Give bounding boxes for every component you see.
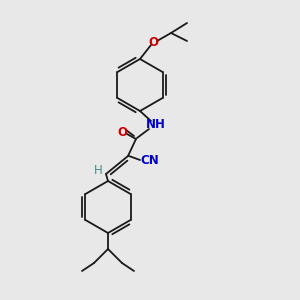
Text: NH: NH xyxy=(146,118,166,131)
Text: CN: CN xyxy=(141,154,159,166)
Text: O: O xyxy=(148,37,158,50)
Text: H: H xyxy=(94,164,102,178)
Text: O: O xyxy=(117,127,127,140)
